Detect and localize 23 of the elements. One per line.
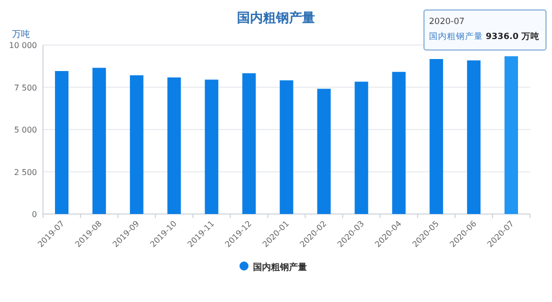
bar	[130, 75, 144, 214]
text: 国内粗钢产量 9336.0 万吨	[429, 31, 540, 42]
bar	[280, 80, 294, 214]
bar	[92, 68, 106, 214]
bar	[317, 88, 331, 214]
bar	[504, 56, 518, 214]
bar	[167, 77, 181, 214]
y-axis-title: 万吨	[12, 29, 30, 40]
bar	[204, 80, 218, 214]
y-tick-label: 0	[32, 210, 37, 219]
bar	[242, 73, 256, 214]
text: 2020-07	[429, 17, 465, 27]
chart-title: 国内粗钢产量	[237, 10, 315, 26]
y-tick-label: 5 000	[14, 126, 37, 134]
y-tick-label: 7 500	[14, 83, 37, 92]
bar	[354, 82, 368, 214]
bar	[467, 60, 481, 214]
bar	[430, 59, 444, 214]
legend-label: 国内粗钢产量	[253, 262, 307, 273]
bar	[392, 72, 406, 214]
y-tick-label: 10 000	[9, 41, 37, 50]
y-tick-label: 2 500	[14, 168, 37, 177]
bar	[54, 71, 68, 214]
